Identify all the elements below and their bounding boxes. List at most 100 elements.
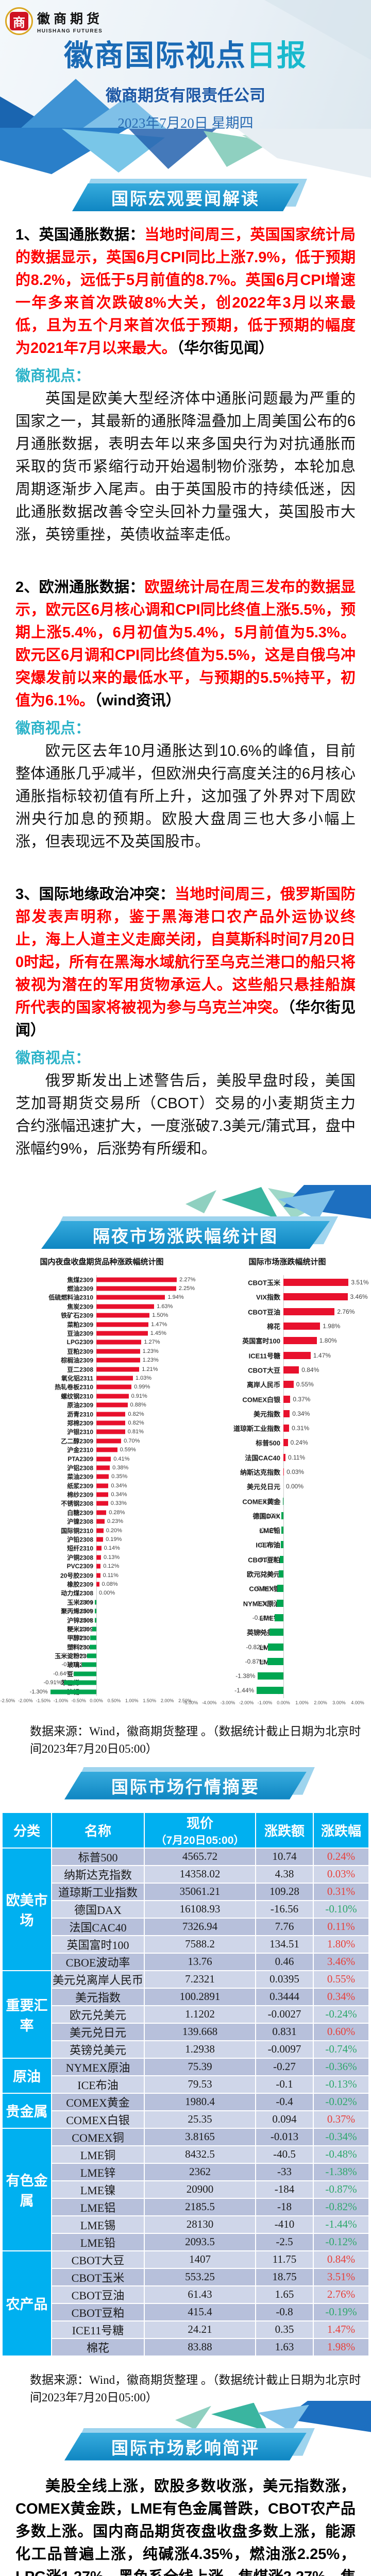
table-row: 原油 NYMEX原油 75.39 -0.27 -0.36% [2, 2057, 369, 2094]
chart-bar-row: 棉花 1.98% [204, 1319, 371, 1333]
chart-tick-label: 0.00% [90, 1698, 103, 1704]
table-row: LME锌 2362 -33 -1.38% [2, 2162, 369, 2181]
cell-price: 79.53 [144, 2075, 256, 2094]
chart-bar-row: 沪镍2308 0.23% [0, 1517, 204, 1526]
chart-bar [283, 1293, 348, 1301]
table-row: ICE11号糖 24.21 0.35 1.47% [2, 2320, 369, 2339]
table-row: CBOT豆油 61.43 1.65 2.76% [2, 2285, 369, 2304]
chart-value-label: -0.36% [255, 1599, 275, 1607]
chart-category-label: PTA2309 [68, 1455, 93, 1463]
chart-value-label: 0.55% [296, 1381, 314, 1388]
chart-category-label: 欧元兑美元 [246, 1570, 280, 1579]
chart-category-label: 离岸人民币 [246, 1381, 280, 1389]
chart-value-label: 1.23% [142, 1357, 159, 1364]
chart-bar-row: 乙二醇2309 0.70% [0, 1436, 204, 1445]
chart-value-label: 1.63% [157, 1303, 173, 1310]
cell-pct: 3.46% [313, 1952, 369, 1971]
banner-title: 国际宏观要闻解读 [72, 183, 299, 211]
chart-bar [96, 1447, 117, 1452]
cell-name: 纳斯达克指数 [51, 1865, 145, 1884]
chart-bar [279, 1570, 283, 1578]
table-row: 美元兑日元 139.668 0.831 0.60% [2, 2022, 369, 2041]
cell-name: CBOE波动率 [51, 1952, 145, 1971]
chart-bar [96, 1582, 99, 1587]
chart-bar-row: 塑料2309 -0.19% [0, 1642, 204, 1651]
chart-bar [283, 1308, 335, 1315]
chart-bar-row: 英镑兑美元 -0.74% [204, 1625, 371, 1639]
decor-strip-top [0, 128, 371, 180]
chart-value-label: 2.76% [337, 1308, 355, 1315]
cell-change: 1.65 [255, 2285, 314, 2304]
cell-name: LME铜 [51, 2145, 145, 2164]
chart-bar [96, 1295, 165, 1300]
cell-name: LME锌 [51, 2162, 145, 2181]
chart-bar-row: 螺纹钢2310 0.91% [0, 1392, 204, 1400]
chart-bar-row: 郑棉2309 0.82% [0, 1418, 204, 1427]
chart-x-axis: -5.00% -4.00% -3.00% -2.00% -1.00% 0.00% 1.00%… [183, 1700, 371, 1708]
chart-bar-row: 原油2309 0.88% [0, 1400, 204, 1409]
chart-tick-label: 1.00% [125, 1698, 139, 1704]
cell-change: -18 [255, 2197, 314, 2216]
cell-pct: -0.82% [313, 2197, 369, 2216]
chart-category-label: 塑料2309 [67, 1643, 93, 1651]
cell-change: 18.75 [255, 2267, 314, 2286]
chart-value-label: -0.91% [43, 1680, 62, 1686]
chart-category-label: 棉花 [266, 1323, 280, 1331]
table-row: 贵金属 COMEX黄金 1980.4 -0.4 -0.02% [2, 2092, 369, 2129]
cell-pct: 0.31% [313, 1882, 369, 1901]
cell-price: 28130 [144, 2215, 256, 2234]
chart-bar [96, 1546, 102, 1551]
chart-category-label: 铁矿石2309 [61, 1312, 93, 1319]
chart-bar [257, 1687, 283, 1694]
chart-bar-row: 道琼斯工业指数 0.31% [204, 1421, 371, 1435]
chart-value-label: 1.03% [135, 1375, 152, 1381]
cell-change: 4.38 [255, 1865, 314, 1884]
chart-category-label: 氧化铝2311 [61, 1375, 93, 1382]
chart-category-label: 焦煤2309 [67, 1276, 93, 1284]
chart-value-label: -1.44% [234, 1687, 255, 1694]
chart-bar [267, 1657, 283, 1665]
chart-category-label: 沪镍2308 [67, 1518, 93, 1526]
chart-value-label: -0.02% [261, 1497, 281, 1505]
chart-bar [95, 1600, 96, 1605]
cell-pct: 1.47% [313, 2320, 369, 2339]
table-category-cell: 有色金属 [2, 2127, 52, 2251]
chart-x-axis: -2.50% -2.00% -1.50% -1.00% -0.50% 0.00% 0.50%… [0, 1698, 204, 1706]
cell-price: 100.2891 [144, 1987, 256, 2006]
macro-news-item: 2、欧洲通胀数据：欧盟统计局在周三发布的数据显示，欧元区6月核心调和CPI同比终… [15, 576, 356, 853]
cell-price: 4565.72 [144, 1847, 256, 1866]
chart-plot-area: CBOT玉米 3.51% VIX指数 3.46% CBOT豆油 2.76% 棉花 1.98% 英… [204, 1275, 371, 1698]
decor-triangle [185, 1190, 216, 1213]
banner-title: 隔夜市场涨跌幅统计图 [41, 1221, 330, 1249]
chart-value-label: 0.38% [112, 1464, 129, 1471]
chart-bar [281, 1527, 283, 1534]
cell-name: CBOT大豆 [51, 2250, 145, 2269]
chart-bar-row: PTA2309 0.41% [0, 1454, 204, 1463]
cell-pct: -0.19% [313, 2302, 369, 2321]
chart-value-label: 1.94% [167, 1294, 184, 1301]
chart-bar [283, 1366, 299, 1374]
chart-value-label: 0.35% [111, 1473, 128, 1480]
cell-pct: 0.84% [313, 2250, 369, 2269]
chart-category-label: 标普500 [256, 1439, 280, 1447]
chart-bar-row: 国际铜2310 0.20% [0, 1526, 204, 1535]
chart-value-label: -0.19% [258, 1555, 278, 1563]
cell-pct: -0.10% [313, 1900, 369, 1919]
section-banner-overnight: 隔夜市场涨跌幅统计图 [0, 1216, 371, 1249]
chart-value-label: 0.34% [111, 1482, 127, 1489]
viewpoint-paragraph: 俄罗斯发出上述警告后，美股早盘时段，美国芝加哥期货交易所（CBOT）交易的小麦期… [15, 1073, 356, 1157]
chart-value-label: 1.27% [144, 1339, 160, 1346]
cell-change: -0.8 [255, 2302, 314, 2321]
macro-news-item: 3、国际地缘政治冲突：当地时间周三，俄罗斯国防部发表声明称，鉴于黑海港口农产品外… [15, 883, 356, 1160]
cell-price: 2362 [144, 2162, 256, 2181]
cell-price: 7.2321 [144, 1970, 256, 1989]
report-title: 徽商国际视点日报 [64, 40, 307, 72]
chart-bar [94, 1608, 96, 1614]
cell-price: 3.8165 [144, 2127, 256, 2146]
viewpoint-paragraph: 欧元区去年10月通胀达到10.6%的峰值，目前整体通胀几乎减半，但欧洲央行高度关… [15, 743, 356, 850]
table-header-row: 分类 名称 现价 （7月20日05:00） 涨跌额 涨跌幅 [2, 1811, 369, 1849]
chart-value-label: 0.14% [104, 1545, 120, 1552]
table-row: 美元指数 100.2891 0.3444 0.34% [2, 1987, 369, 2006]
chart-bar-row: 玉米2309 -0.04% [0, 1598, 204, 1606]
chart-bar [96, 1367, 140, 1372]
